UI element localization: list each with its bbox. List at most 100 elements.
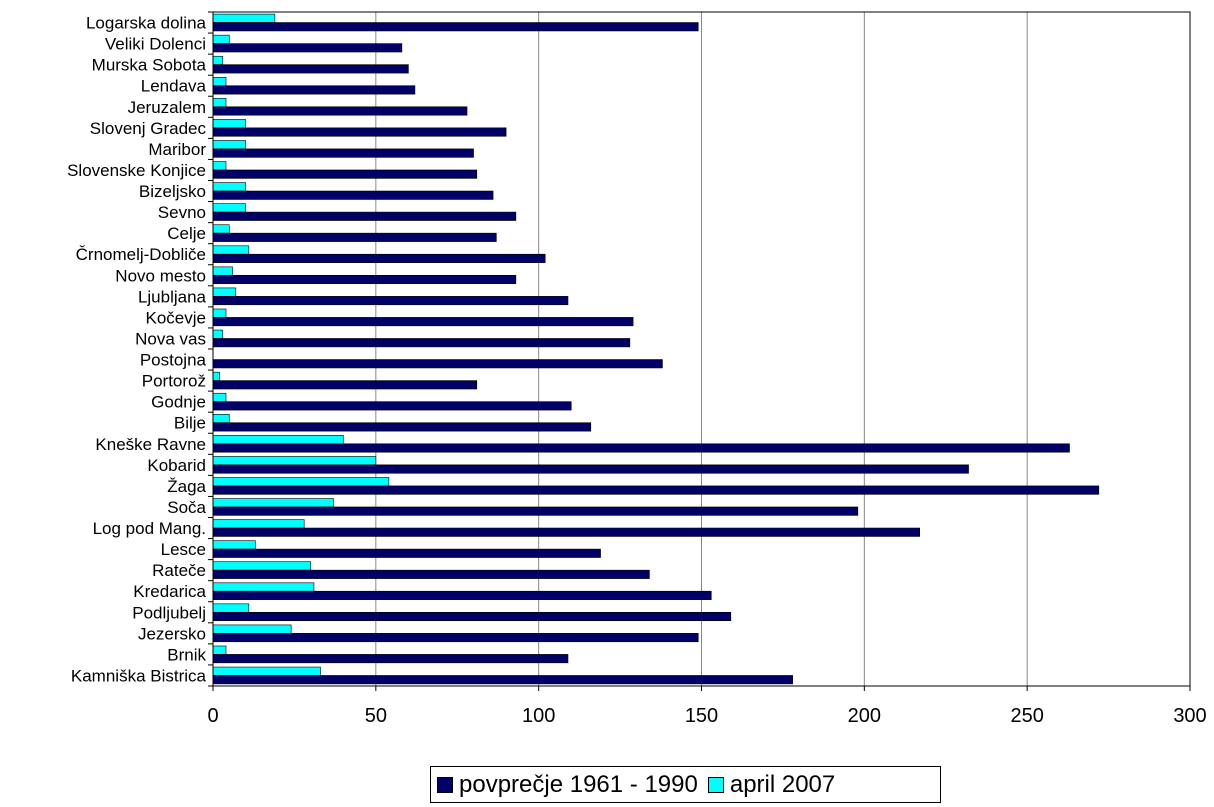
category-label: Podljubelj (132, 603, 206, 622)
bar-april-2007 (212, 603, 250, 613)
bar-povprecje (212, 569, 650, 579)
category-label: Novo mesto (115, 266, 206, 285)
bar-povprecje (212, 22, 699, 32)
bar-april-2007 (212, 140, 246, 150)
category-label: Kredarica (133, 582, 206, 601)
category-label: Kobarid (147, 456, 206, 475)
category-label: Jeruzalem (128, 98, 206, 117)
bar-povprecje (212, 64, 409, 74)
bar-povprecje (212, 148, 474, 158)
bar-april-2007 (212, 182, 246, 192)
legend-swatch-series-2 (707, 776, 724, 793)
category-label: Murska Sobota (92, 56, 207, 75)
category-label: Rateče (152, 561, 206, 580)
bar-april-2007 (212, 224, 230, 234)
category-label: Bizeljsko (139, 182, 206, 201)
category-label: Portorož (142, 372, 206, 391)
bar-povprecje (212, 338, 631, 348)
bar-april-2007 (212, 624, 292, 634)
bar-april-2007 (212, 245, 250, 255)
bar-april-2007 (212, 34, 230, 44)
x-tick-label: 50 (365, 705, 387, 727)
category-label: Žaga (167, 477, 206, 496)
bar-april-2007 (212, 435, 344, 445)
bar-povprecje (212, 317, 634, 327)
x-tick-label: 250 (1010, 705, 1043, 727)
bar-april-2007 (212, 498, 334, 508)
legend-label-series-1: povprečje 1961 - 1990 (459, 770, 698, 798)
bar-povprecje (212, 548, 601, 558)
bar-april-2007 (212, 55, 224, 65)
x-tick-label: 200 (848, 705, 881, 727)
legend-swatch-series-1 (437, 776, 453, 793)
category-label: Nova vas (135, 329, 206, 348)
bar-povprecje (212, 422, 592, 432)
bar-april-2007 (212, 666, 321, 676)
bar-povprecje (212, 274, 517, 285)
x-tick-label: 0 (207, 705, 218, 727)
bar-povprecje (212, 359, 663, 369)
category-label: Jezersko (138, 624, 206, 643)
bar-povprecje (212, 443, 1070, 453)
category-label: Slovenj Gradec (90, 119, 207, 138)
bar-povprecje (212, 675, 793, 685)
bar-povprecje (212, 253, 546, 263)
bar-april-2007 (212, 519, 305, 529)
x-tick-label: 300 (1173, 705, 1206, 727)
bar-april-2007 (212, 371, 220, 381)
category-label: Maribor (148, 140, 206, 159)
bar-povprecje (212, 190, 494, 200)
bar-povprecje (212, 211, 517, 221)
legend-label-series-2: april 2007 (729, 770, 836, 798)
category-label: Ljubljana (138, 287, 207, 306)
category-label: Sevno (158, 203, 206, 222)
bar-povprecje (212, 464, 969, 474)
x-tick-label: 150 (685, 705, 718, 727)
category-label: Logarska dolina (86, 14, 207, 33)
bar-april-2007 (212, 266, 233, 276)
category-label: Kočevje (146, 308, 206, 327)
axes (212, 11, 1191, 687)
bar-april-2007 (212, 645, 227, 655)
legend: povprečje 1961 - 1990 april 2007 (430, 766, 941, 803)
bar-povprecje (212, 85, 416, 95)
bar-april-2007 (212, 287, 237, 297)
bar-april-2007 (212, 561, 311, 571)
category-label: Kneške Ravne (95, 435, 206, 454)
bar-povprecje (212, 485, 1100, 495)
category-label: Kamniška Bistrica (71, 666, 207, 685)
bar-povprecje (212, 169, 478, 179)
category-label: Log pod Mang. (93, 519, 206, 538)
bar-april-2007 (212, 98, 227, 108)
bar-april-2007 (212, 76, 227, 87)
bar-chart: Logarska dolina Veliki Dolenci Murska Sobo… (67, 11, 1207, 727)
category-label: Godnje (151, 393, 206, 412)
bar-povprecje (212, 127, 507, 137)
bar-povprecje (212, 633, 699, 643)
bar-april-2007 (212, 119, 246, 129)
bar-april-2007 (212, 203, 246, 213)
bar-april-2007 (212, 456, 377, 466)
category-label: Bilje (174, 414, 206, 433)
category-labels: Logarska dolina Veliki Dolenci Murska Sobo… (67, 14, 206, 686)
category-label: Veliki Dolenci (105, 35, 206, 54)
category-label: Lesce (161, 540, 206, 559)
bar-april-2007 (212, 13, 276, 23)
bar-april-2007 (212, 582, 315, 592)
bar-povprecje (212, 401, 572, 411)
bar-april-2007 (212, 477, 390, 487)
bar-povprecje (212, 590, 712, 600)
category-label: Celje (167, 224, 206, 243)
bar-povprecje (212, 506, 859, 516)
category-label: Črnomelj-Dobliče (76, 245, 206, 264)
bar-povprecje (212, 380, 478, 390)
bar-povprecje (212, 611, 732, 622)
bar-april-2007 (212, 540, 256, 550)
category-label: Brnik (167, 645, 206, 664)
bar-april-2007 (212, 413, 230, 424)
bar-april-2007 (212, 392, 227, 402)
category-label: Slovenske Konjice (67, 161, 206, 180)
x-tick-label: 100 (522, 705, 555, 727)
bar-april-2007 (212, 329, 224, 339)
bar-povprecje (212, 43, 403, 53)
